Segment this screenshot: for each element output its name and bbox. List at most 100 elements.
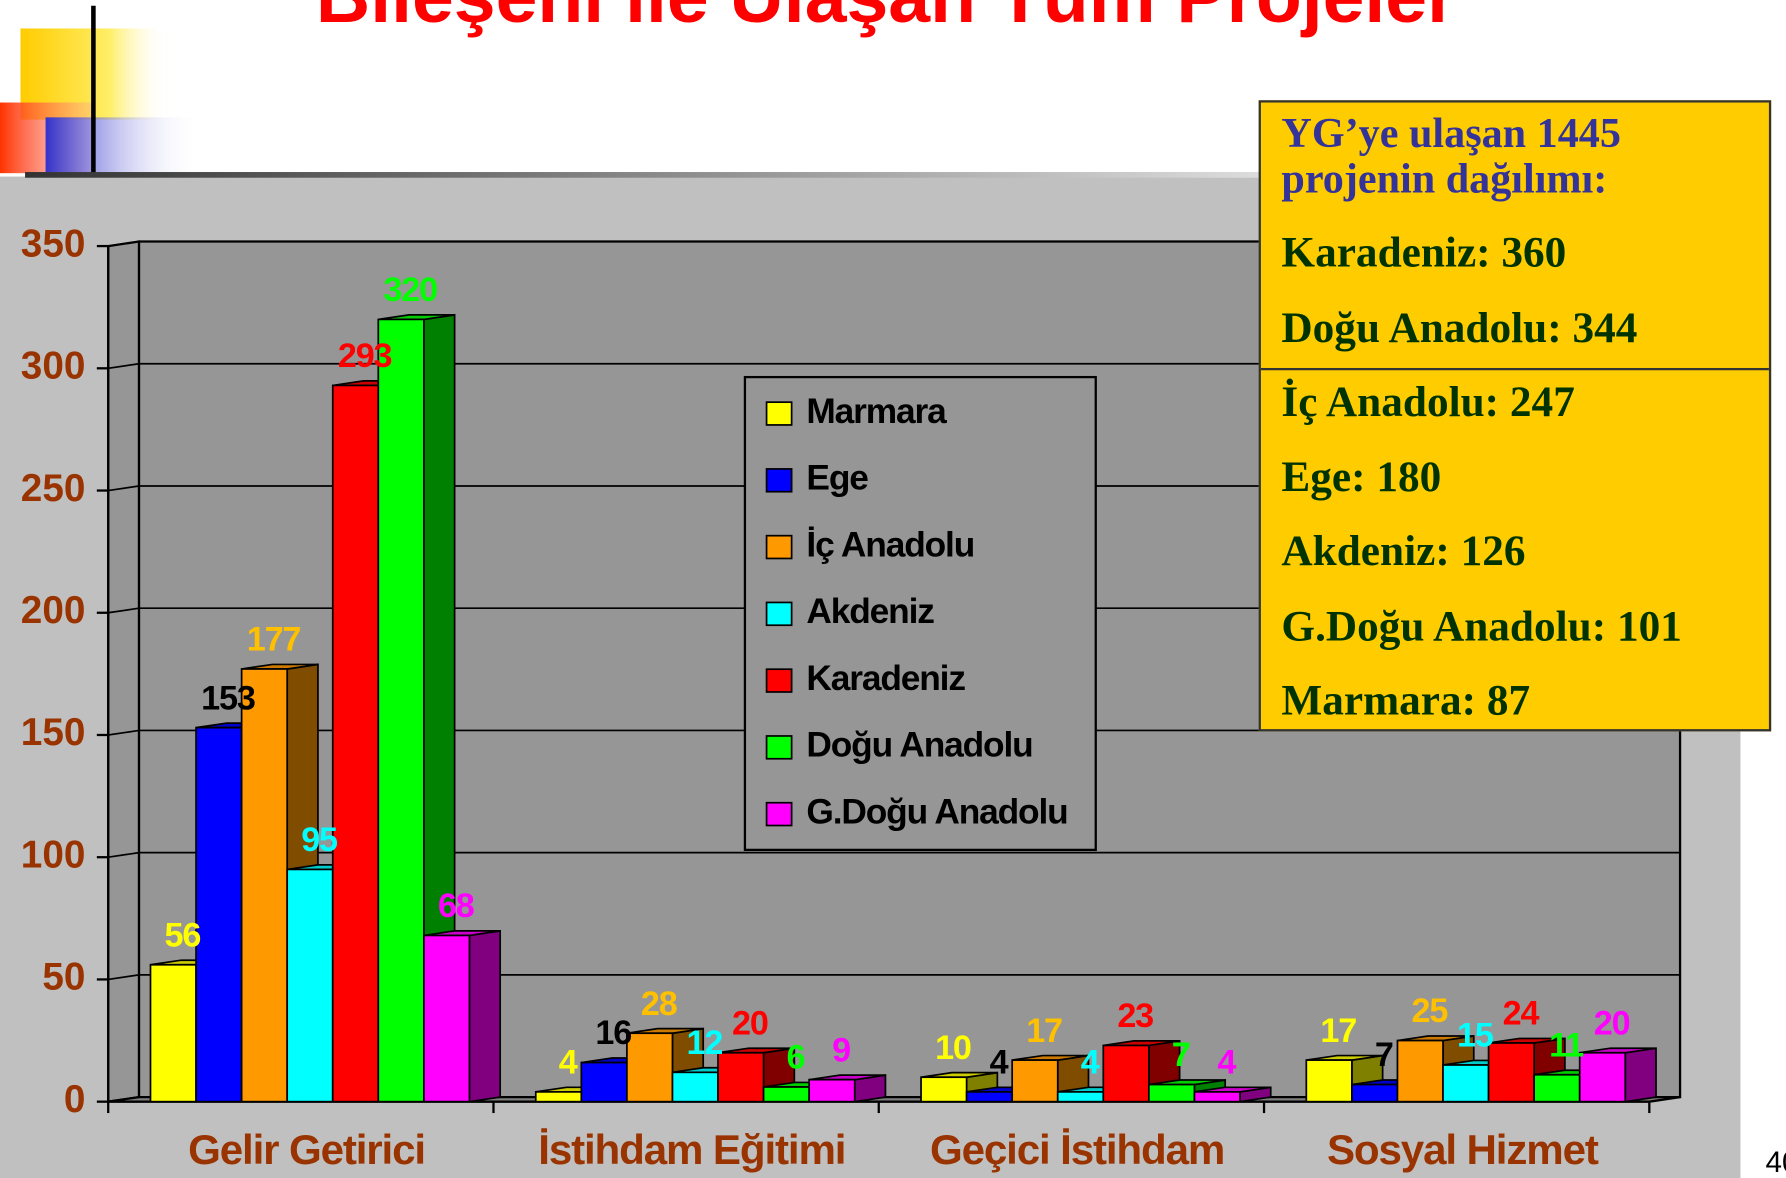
data-label: 293	[338, 337, 392, 375]
data-label: 11	[1549, 1026, 1584, 1064]
bar-front	[1056, 1091, 1105, 1103]
bar-front	[1193, 1091, 1241, 1103]
legend-swatch	[765, 801, 793, 827]
side-wall	[107, 240, 141, 1103]
separator	[1260, 367, 1769, 371]
data-label: 15	[1457, 1017, 1494, 1055]
data-label: 17	[1026, 1012, 1062, 1050]
legend-swatch	[765, 668, 793, 693]
bar-front	[920, 1076, 968, 1103]
legend-label: İç Anadolu	[806, 525, 974, 564]
data-label: 20	[732, 1004, 768, 1042]
bar-side	[1624, 1047, 1657, 1103]
info-line: Akdeniz: 126	[1281, 527, 1526, 576]
bar-front	[1487, 1042, 1535, 1103]
data-label: 320	[383, 271, 437, 309]
data-label: 24	[1503, 995, 1540, 1033]
info-heading: YG’ye ulaşan 1445 projenin dağılımı:	[1281, 110, 1621, 203]
data-label: 10	[935, 1029, 971, 1067]
legend-label: Doğu Anadolu	[806, 726, 1032, 765]
data-label: 153	[201, 679, 255, 717]
data-label: 4	[1081, 1044, 1100, 1082]
data-label: 7	[1375, 1036, 1393, 1074]
bar-front	[1533, 1073, 1581, 1103]
grid-line	[108, 485, 1681, 492]
bar	[1487, 1037, 1566, 1103]
bar-front	[762, 1086, 810, 1103]
bar-front	[240, 668, 289, 1103]
legend-label: Karadeniz	[806, 659, 965, 698]
bar-side	[468, 929, 502, 1103]
grid-line	[108, 974, 1681, 981]
data-label: 9	[832, 1031, 850, 1069]
bar-front	[195, 726, 243, 1103]
bar-front	[965, 1091, 1014, 1103]
y-tick-label: 50	[42, 956, 85, 999]
bar	[808, 1074, 887, 1103]
legend-label: G.Doğu Anadolu	[806, 792, 1067, 831]
grid-line	[108, 362, 1681, 370]
legend	[743, 375, 1097, 852]
bar-front	[286, 868, 334, 1103]
bar-front	[149, 963, 197, 1103]
data-label: 28	[641, 985, 677, 1023]
data-label: 23	[1117, 997, 1153, 1035]
data-label: 6	[787, 1039, 805, 1077]
bar-front	[1442, 1064, 1490, 1103]
bar-front	[1147, 1083, 1196, 1103]
data-label: 17	[1320, 1012, 1356, 1050]
decor	[45, 117, 200, 173]
bar-front	[808, 1078, 856, 1103]
bar-front	[1102, 1044, 1150, 1103]
bar	[1193, 1086, 1272, 1103]
bar-front	[1396, 1039, 1444, 1103]
y-tick-label: 350	[21, 222, 86, 265]
info-line: İç Anadolu: 247	[1281, 378, 1575, 427]
data-label: 95	[301, 821, 338, 859]
data-label: 56	[165, 916, 201, 954]
legend-swatch	[765, 468, 793, 493]
legend-label: Akdeniz	[806, 592, 934, 631]
x-tick-label: Geçici İstihdam	[930, 1126, 1224, 1173]
bar-front	[331, 384, 380, 1103]
legend-label: Marmara	[806, 392, 947, 431]
data-label: 20	[1594, 1004, 1630, 1042]
x-tick-label: Sosyal Hizmet	[1327, 1126, 1599, 1173]
info-line: Marmara: 87	[1281, 676, 1531, 725]
bar-front	[717, 1051, 765, 1103]
grid-line	[108, 607, 1681, 614]
grid-line	[108, 240, 1681, 247]
data-label: 25	[1411, 992, 1448, 1030]
bar-front	[671, 1071, 719, 1103]
bar-front	[534, 1091, 583, 1103]
info-line: Ege: 180	[1281, 452, 1442, 501]
bar-front	[626, 1032, 674, 1103]
data-label: 4	[990, 1044, 1009, 1082]
info-box: YG’ye ulaşan 1445 projenin dağılımı: Kar…	[1258, 100, 1772, 732]
bar-front	[1305, 1059, 1353, 1103]
info-line: G.Doğu Anadolu: 101	[1281, 602, 1682, 650]
bar-front	[580, 1061, 628, 1103]
y-tick-label: 100	[21, 833, 86, 876]
decor	[25, 172, 1267, 178]
x-tick-label: İstihdam Eğitimi	[538, 1126, 845, 1173]
legend-swatch	[765, 534, 793, 560]
y-tick-label: 300	[21, 345, 86, 388]
bar	[377, 313, 456, 1103]
bar	[1578, 1047, 1657, 1103]
legend-swatch	[765, 401, 793, 426]
bar-front	[1578, 1051, 1627, 1103]
slide-title: Bileşeni ile Ulaşan Tüm Projeler	[316, 0, 1456, 38]
x-tick-label: Gelir Getirici	[188, 1126, 425, 1173]
data-label: 16	[595, 1014, 631, 1052]
page-number: 40	[1765, 1146, 1786, 1178]
bar	[423, 929, 502, 1103]
data-label: 4	[559, 1044, 578, 1082]
data-label: 12	[686, 1024, 722, 1062]
legend-swatch	[765, 735, 793, 760]
data-label: 68	[438, 887, 474, 925]
bar-front	[377, 318, 425, 1103]
y-tick-label: 0	[64, 1078, 86, 1121]
